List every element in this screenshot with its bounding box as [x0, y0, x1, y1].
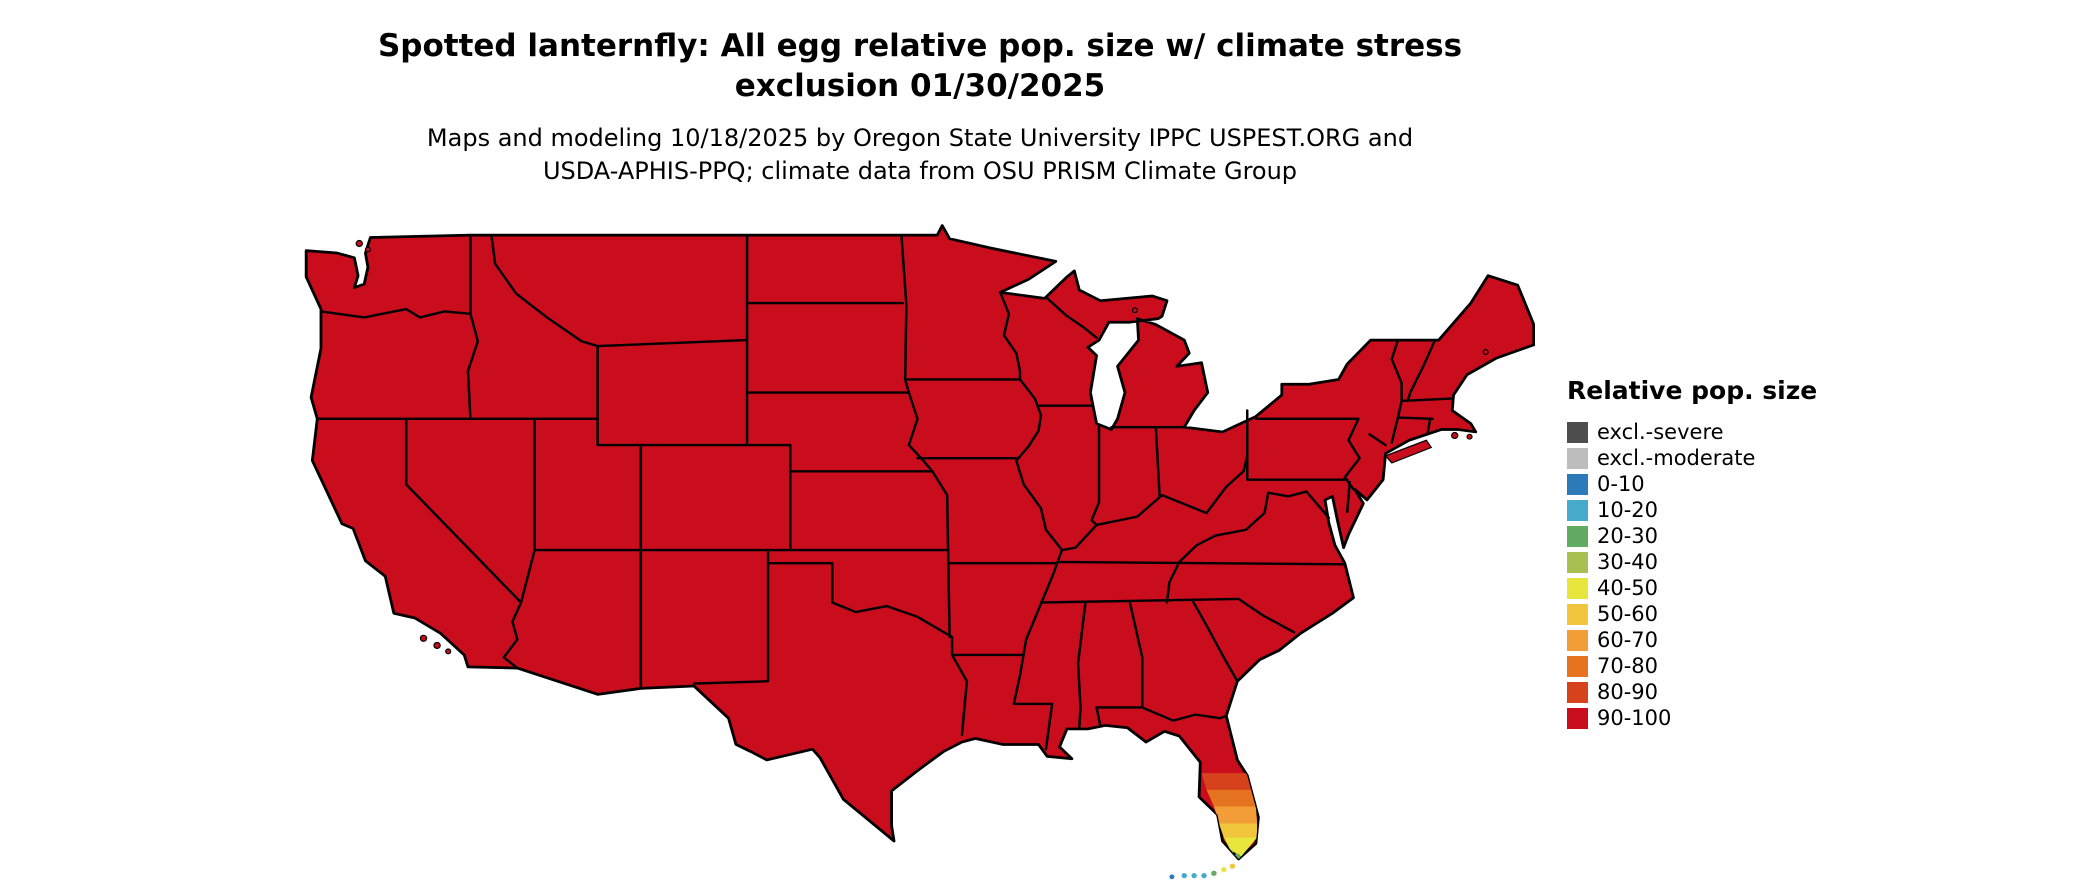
island-nantucket	[1466, 433, 1473, 440]
legend-item: 0-10	[1567, 471, 1887, 497]
legend-swatch	[1567, 655, 1588, 677]
key-dot-10-20-a	[1181, 873, 1187, 879]
legend-item-label: 10-20	[1597, 498, 1659, 522]
legend-item: 90-100	[1567, 705, 1887, 731]
credit-line2: USDA-APHIS-PPQ; climate data from OSU PR…	[542, 157, 1298, 185]
legend-swatch	[1567, 707, 1588, 729]
legend-item-label: excl.-severe	[1597, 420, 1724, 444]
legend-swatch	[1567, 525, 1588, 547]
legend-title: Relative pop. size	[1567, 376, 1818, 405]
legend-swatch	[1567, 499, 1588, 521]
us-landmass	[304, 224, 1535, 861]
state-borders	[316, 233, 1453, 751]
florida-band-40-50	[1223, 837, 1258, 857]
key-dot-0-10	[1169, 874, 1175, 880]
us-map-svg	[304, 224, 1535, 880]
legend: Relative pop. size excl.-severe excl.-mo…	[1567, 376, 1887, 731]
legend-item-label: 70-80	[1597, 654, 1659, 678]
legend-item: 70-80	[1567, 653, 1887, 679]
legend-item-label: 30-40	[1597, 550, 1659, 574]
island-channel-2	[433, 641, 441, 650]
florida-keys	[1169, 863, 1236, 880]
legend-item: 50-60	[1567, 601, 1887, 627]
page-title-line2: exclusion 01/30/2025	[734, 68, 1106, 104]
legend-item: 60-70	[1567, 627, 1887, 653]
legend-swatch	[1567, 603, 1588, 625]
page-title-line1: Spotted lanternfly: All egg relative pop…	[377, 28, 1463, 64]
island-channel-1	[419, 634, 428, 642]
legend-item: 40-50	[1567, 575, 1887, 601]
legend-items: excl.-severe excl.-moderate 0-10 10-20 2…	[1567, 419, 1887, 731]
legend-item: 30-40	[1567, 549, 1887, 575]
header: Spotted lanternfly: All egg relative pop…	[0, 26, 1840, 188]
legend-swatch	[1567, 577, 1588, 599]
legend-swatch	[1567, 681, 1588, 703]
florida-band-50-60	[1218, 823, 1258, 838]
legend-item-label: 40-50	[1597, 576, 1659, 600]
key-dot-40-50	[1221, 867, 1227, 873]
florida-gradient	[1201, 773, 1258, 859]
legend-swatch	[1567, 629, 1588, 651]
legend-item: 10-20	[1567, 497, 1887, 523]
us-map	[300, 222, 1535, 884]
long-island	[1384, 439, 1433, 464]
key-dot-10-20-b	[1191, 873, 1197, 879]
island-puget-2	[364, 246, 372, 253]
florida-band-80-90	[1201, 773, 1254, 790]
island-vineyard	[1451, 431, 1459, 440]
island-maine	[1482, 349, 1489, 355]
florida-band-70-80	[1206, 789, 1256, 807]
legend-item: excl.-moderate	[1567, 445, 1887, 471]
legend-item: 20-30	[1567, 523, 1887, 549]
island-michigan	[1131, 307, 1138, 314]
legend-swatch	[1567, 447, 1588, 469]
legend-swatch	[1567, 473, 1588, 495]
legend-item-label: 60-70	[1597, 628, 1659, 652]
credit-block: Maps and modeling 10/18/2025 by Oregon S…	[0, 122, 1840, 188]
legend-item-label: 90-100	[1597, 706, 1672, 730]
legend-item-label: 80-90	[1597, 680, 1659, 704]
coastal-islands	[355, 239, 1489, 655]
island-channel-3	[445, 648, 452, 655]
island-puget	[355, 239, 363, 248]
legend-swatch	[1567, 421, 1588, 443]
florida-band-60-70	[1213, 806, 1258, 824]
legend-item: 80-90	[1567, 679, 1887, 705]
legend-item-label: 20-30	[1597, 524, 1659, 548]
legend-item-label: excl.-moderate	[1597, 446, 1756, 470]
credit-line1: Maps and modeling 10/18/2025 by Oregon S…	[426, 124, 1414, 152]
key-dot-20-30	[1211, 870, 1217, 876]
legend-item-label: 50-60	[1597, 602, 1659, 626]
legend-item-label: 0-10	[1597, 472, 1645, 496]
legend-item: excl.-severe	[1567, 419, 1887, 445]
key-dot-10-20-c	[1201, 873, 1207, 879]
legend-swatch	[1567, 551, 1588, 573]
key-dot-50-60	[1229, 863, 1236, 869]
